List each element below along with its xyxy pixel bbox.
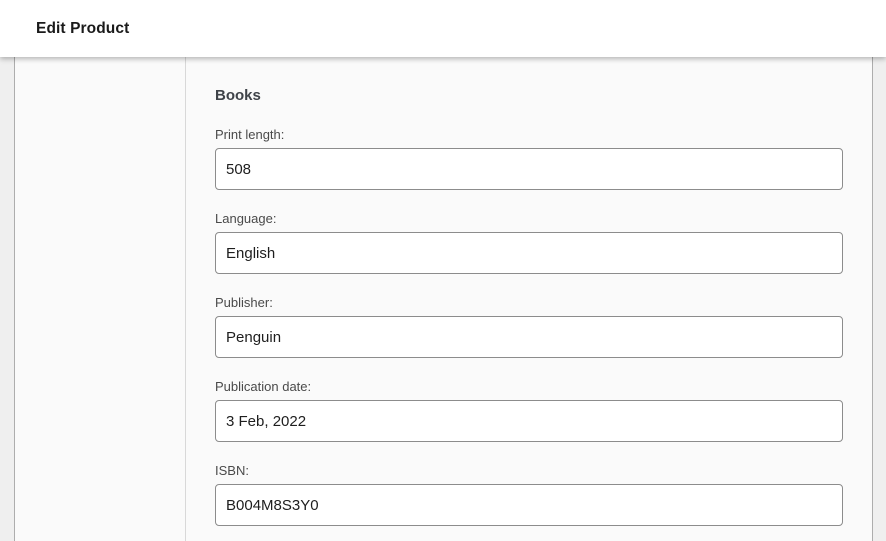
- field-print-length: Print length:: [215, 126, 843, 190]
- left-gutter: [0, 57, 14, 541]
- language-input[interactable]: [215, 232, 843, 274]
- publication-date-input[interactable]: [215, 400, 843, 442]
- section-title-books: Books: [215, 87, 261, 104]
- edit-product-panel: Books Print length: Language: Publisher:…: [14, 57, 873, 541]
- field-publication-date: Publication date:: [215, 378, 843, 442]
- print-length-label: Print length:: [215, 127, 285, 142]
- language-label: Language:: [215, 211, 277, 226]
- books-form: Books Print length: Language: Publisher:…: [186, 57, 872, 541]
- app-header: Edit Product: [0, 0, 886, 57]
- print-length-input[interactable]: [215, 148, 843, 190]
- right-gutter: [873, 57, 886, 541]
- publisher-input[interactable]: [215, 316, 843, 358]
- field-language: Language:: [215, 210, 843, 274]
- isbn-label: ISBN:: [215, 463, 249, 478]
- left-panel: [15, 57, 186, 541]
- publisher-label: Publisher:: [215, 295, 273, 310]
- publication-date-label: Publication date:: [215, 379, 312, 394]
- page-title: Edit Product: [36, 19, 130, 37]
- field-isbn: ISBN:: [215, 462, 843, 526]
- isbn-input[interactable]: [215, 484, 843, 526]
- content-area: Books Print length: Language: Publisher:…: [0, 57, 886, 541]
- field-publisher: Publisher:: [215, 294, 843, 358]
